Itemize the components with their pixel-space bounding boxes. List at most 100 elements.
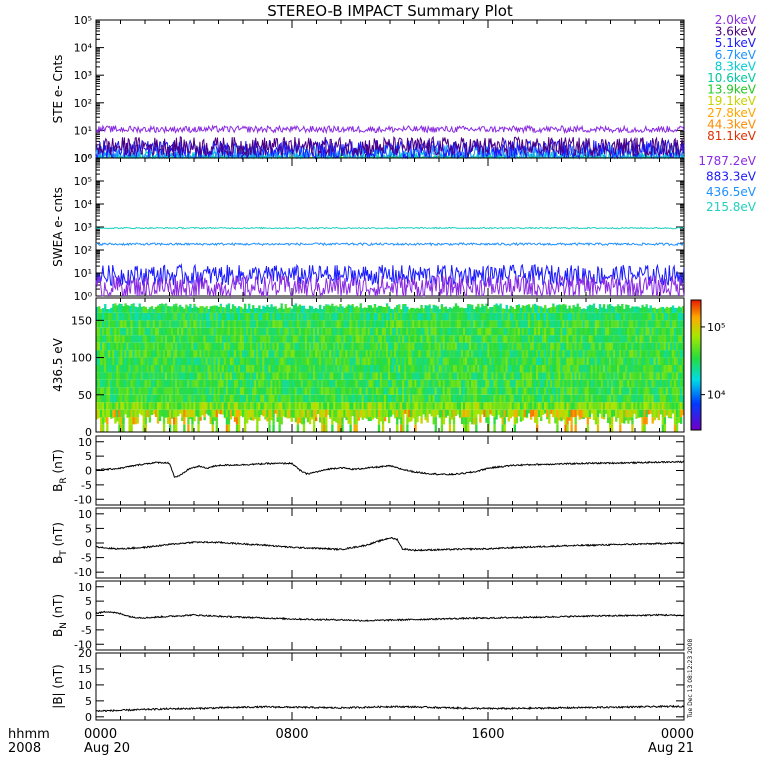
pad-cell (274, 306, 277, 313)
pad-cell (276, 357, 279, 365)
pad-cell (592, 409, 596, 418)
pad-cell (323, 327, 326, 336)
pad-cell (416, 357, 419, 365)
pad-cell (290, 402, 293, 410)
pad-cell (392, 394, 395, 403)
pad-cell (469, 342, 472, 351)
pad-cell (166, 327, 170, 336)
pad-cell (392, 350, 395, 358)
pad-cell (657, 394, 660, 403)
pad-cell (582, 357, 585, 365)
pad-cell (606, 394, 610, 403)
pad-cell (353, 402, 356, 410)
pad-cell (298, 327, 302, 336)
pad-cell (651, 335, 654, 343)
pad-cell (663, 379, 667, 388)
pad-cell (436, 357, 439, 365)
pad-cell (250, 320, 253, 328)
pad-cell (446, 309, 450, 313)
pad-cell (327, 305, 330, 313)
pad-cell (558, 342, 561, 351)
pad-cell (183, 387, 186, 395)
pad-cell (521, 417, 525, 421)
pad-cell (491, 306, 494, 313)
pad-cell (381, 335, 385, 343)
pad-cell (655, 327, 658, 336)
pad-cell (414, 394, 417, 403)
pad-cell (327, 342, 330, 351)
pad-cell (649, 365, 652, 373)
pad-cell (414, 327, 417, 336)
pad-cell (560, 335, 563, 343)
pad-cell (323, 312, 326, 321)
pad-cell (657, 365, 660, 373)
pad-cell (110, 372, 113, 380)
pad-cell (252, 365, 255, 373)
pad-cell (345, 372, 348, 380)
pad-cell (582, 394, 585, 403)
pad-cell (122, 417, 125, 425)
pad-cell (422, 312, 425, 321)
pad-cell (440, 350, 444, 358)
pad-cell (96, 357, 99, 365)
pad-cell (505, 304, 508, 306)
pad-cell (515, 327, 519, 336)
pad-cell (288, 320, 291, 328)
pad-cell (359, 357, 362, 365)
pad-cell (252, 417, 255, 421)
pad-cell (617, 357, 620, 365)
pad-cell (580, 309, 583, 313)
pad-cell (298, 305, 302, 313)
pad-cell (637, 312, 640, 321)
pad-cell (511, 402, 514, 410)
pad-cell (104, 305, 107, 313)
pad-cell (643, 379, 646, 388)
pad-cell (578, 357, 581, 365)
pad-cell (341, 306, 344, 313)
pad-cell (590, 372, 594, 380)
pad-cell (207, 394, 210, 403)
pad-cell (452, 320, 456, 328)
pad-cell (300, 379, 304, 388)
pad-cell (162, 312, 166, 321)
pad-cell (248, 379, 251, 388)
pad-cell (278, 327, 281, 336)
pad-cell (166, 335, 170, 343)
pad-cell (458, 409, 462, 418)
pad-cell (529, 307, 533, 313)
pad-cell (424, 409, 427, 418)
pad-cell (580, 327, 583, 336)
pad-cell (379, 350, 383, 358)
pad-cell (408, 327, 411, 336)
pad-cell (197, 394, 200, 403)
pad-cell (657, 327, 660, 336)
pad-cell (134, 357, 137, 365)
pad-cell (402, 357, 405, 365)
pad-cell (432, 350, 435, 358)
pad-cell (233, 417, 237, 422)
pad-cell (132, 379, 135, 388)
pad-cell (635, 409, 638, 418)
pad-cell (270, 365, 273, 373)
pad-cell (566, 424, 569, 432)
pad-cell (621, 303, 624, 306)
pad-cell (410, 357, 413, 365)
pad-cell (394, 409, 397, 418)
pad-cell (118, 424, 121, 432)
pad-cell (396, 305, 399, 313)
pad-cell (538, 394, 541, 403)
pad-cell (179, 379, 182, 388)
pad-cell (124, 335, 127, 343)
pad-cell (533, 409, 537, 418)
pad-cell (369, 320, 373, 328)
pad-cell (633, 387, 636, 395)
pad-cell (418, 342, 421, 351)
pad-cell (345, 365, 348, 373)
pad-cell (623, 394, 626, 403)
pad-cell (533, 372, 537, 380)
pad-cell (365, 357, 368, 365)
pad-cell (538, 402, 541, 410)
pad-cell (477, 372, 480, 380)
pad-cell (385, 372, 389, 380)
pad-cell (578, 335, 581, 343)
